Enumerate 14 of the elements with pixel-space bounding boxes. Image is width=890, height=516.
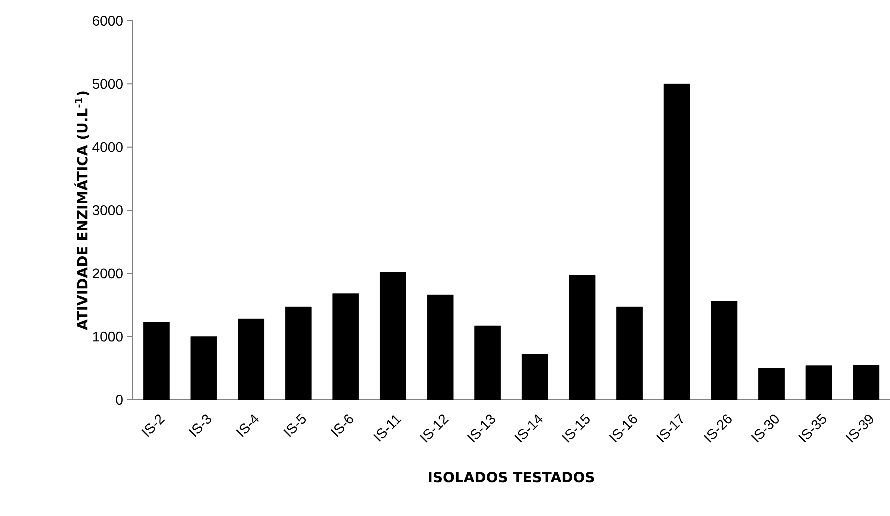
y-tick-label: 0 <box>116 395 123 405</box>
x-tick-label: IS-5 <box>284 414 306 438</box>
y-tick-label: 6000 <box>93 16 123 26</box>
x-tick-label: IS-3 <box>188 414 212 438</box>
x-axis-title: ISOLADOS TESTADOS <box>429 472 594 483</box>
x-tick-label: IS-6 <box>330 414 354 438</box>
y-tick-label: 2000 <box>93 268 123 279</box>
y-tick-label: 5000 <box>92 79 123 90</box>
x-tick-label: IS-2 <box>142 414 166 438</box>
y-axis-title: ATIVIDADE ENZIMÁTICA (U.L$^{-1}$) <box>74 92 90 330</box>
y-tick-label: 3000 <box>92 206 123 216</box>
x-tick-label: IS-4 <box>236 414 260 438</box>
y-tick-label: 4000 <box>92 142 123 152</box>
y-tick-label: 1000 <box>93 332 123 342</box>
